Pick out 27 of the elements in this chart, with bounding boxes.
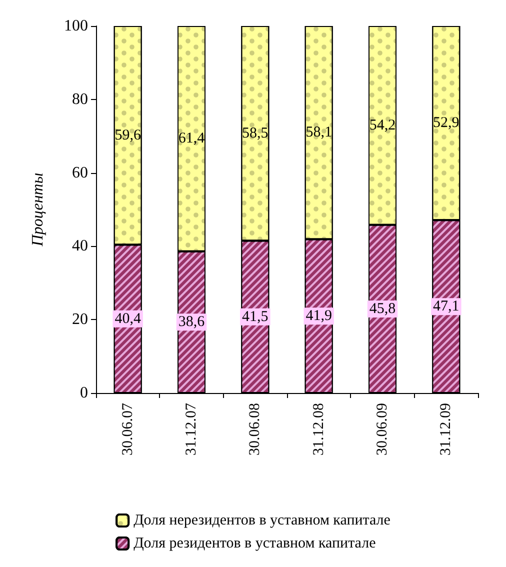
data-label: 41,9 <box>306 308 332 324</box>
y-axis-title: Проценты <box>30 172 46 248</box>
data-label: 58,5 <box>242 125 268 142</box>
y-tick-label: 40 <box>72 238 88 255</box>
x-tick-label: 31.12.09 <box>438 403 454 456</box>
x-tick-label: 30.06.08 <box>247 403 264 456</box>
x-tick-label: 31.12.08 <box>310 403 327 456</box>
x-tick-label: 31.12.07 <box>184 402 200 456</box>
data-label: 61,4 <box>178 130 206 147</box>
data-label: 59,6 <box>114 127 142 144</box>
data-label: 47,1 <box>433 298 460 315</box>
y-tick-label: 20 <box>72 311 88 328</box>
legend-label: Доля нерезидентов в уставном капитале <box>134 512 391 528</box>
data-label: 45,8 <box>369 300 396 317</box>
data-label: 40,4 <box>114 310 142 327</box>
data-label: 38,6 <box>178 314 206 330</box>
y-tick-label: 80 <box>72 90 88 108</box>
x-tick-label: 30.06.09 <box>374 403 390 456</box>
data-label: 41,5 <box>242 308 268 325</box>
data-label: 54,2 <box>369 117 396 134</box>
data-label: 58,1 <box>306 124 332 141</box>
y-tick-label: 60 <box>72 164 88 182</box>
data-label: 52,9 <box>433 115 460 132</box>
y-tick-label: 0 <box>80 384 88 402</box>
y-tick-label: 100 <box>64 18 88 34</box>
x-tick-label: 30.06.07 <box>120 402 136 456</box>
legend-label: Доля резидентов в уставном капитале <box>134 536 376 552</box>
